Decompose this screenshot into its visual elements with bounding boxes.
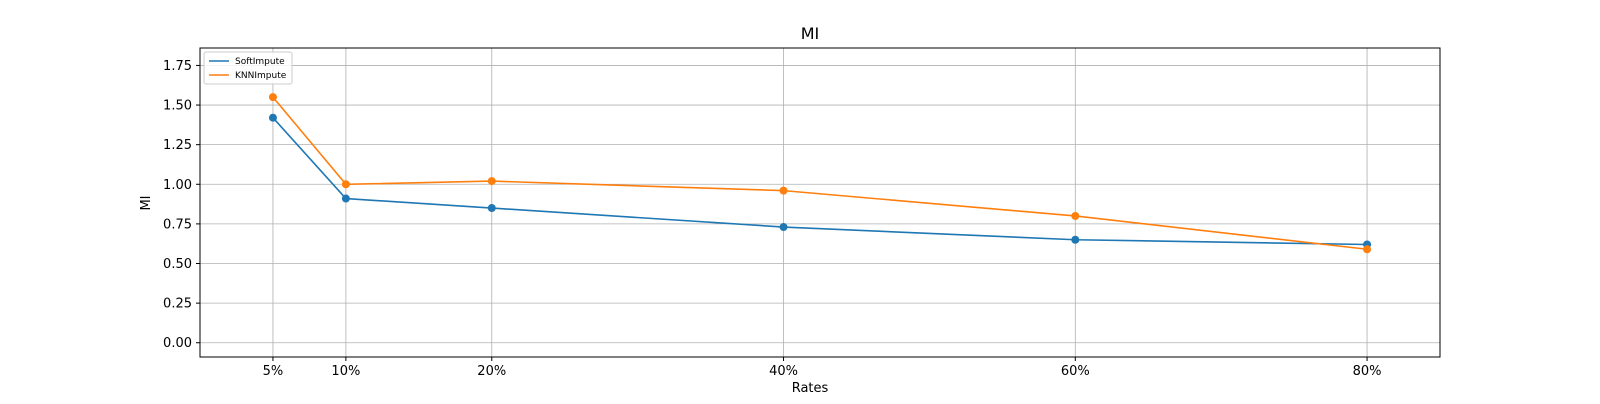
data-point-softimpute xyxy=(487,204,496,213)
chart-title: MI xyxy=(801,24,820,43)
y-tick-label: 0.25 xyxy=(163,297,192,312)
y-tick-label: 0.50 xyxy=(163,257,192,272)
data-point-softimpute xyxy=(268,113,277,122)
x-axis-label: Rates xyxy=(792,381,829,396)
x-tick-label: 20% xyxy=(477,364,506,379)
x-tick-label: 40% xyxy=(769,364,798,379)
legend-label-knnimpute: KNNImpute xyxy=(235,71,287,81)
data-point-knnimpute xyxy=(268,93,277,102)
y-tick-label: 1.00 xyxy=(163,178,192,193)
data-point-softimpute xyxy=(779,223,788,232)
data-point-softimpute xyxy=(1071,235,1080,244)
data-point-knnimpute xyxy=(1363,245,1372,254)
grid-lines xyxy=(200,48,1440,357)
legend-box xyxy=(203,51,293,85)
x-tick-label: 10% xyxy=(331,364,360,379)
y-tick-label: 1.25 xyxy=(163,138,192,153)
series-line-knnimpute xyxy=(272,96,1368,251)
y-tick-label: 1.75 xyxy=(163,59,192,74)
x-tick-label: 80% xyxy=(1353,364,1382,379)
y-tick-label: 1.50 xyxy=(163,99,192,114)
y-axis-label: MI xyxy=(139,195,154,210)
legend-label-softimpute: SoftImpute xyxy=(235,57,285,67)
series-line-softimpute xyxy=(272,117,1368,246)
legend: SoftImpute KNNImpute xyxy=(203,51,293,85)
x-tick-label: 60% xyxy=(1061,364,1090,379)
y-tick-label: 0.75 xyxy=(163,217,192,232)
x-tick-label: 5% xyxy=(263,364,284,379)
data-point-knnimpute xyxy=(487,177,496,186)
data-point-knnimpute xyxy=(1071,211,1080,220)
data-point-knnimpute xyxy=(341,180,350,189)
series-softimpute xyxy=(268,113,1372,249)
data-point-softimpute xyxy=(341,194,350,203)
x-axis-ticks: 5% 10% 20% 40% 60% 80% xyxy=(263,357,1382,379)
plot-frame xyxy=(199,47,1441,358)
y-axis-ticks: 0.00 0.25 0.50 0.75 1.00 1.25 1.50 1.75 xyxy=(163,59,200,351)
data-point-knnimpute xyxy=(779,186,788,195)
y-tick-label: 0.00 xyxy=(163,336,192,351)
series-knnimpute xyxy=(268,93,1372,254)
